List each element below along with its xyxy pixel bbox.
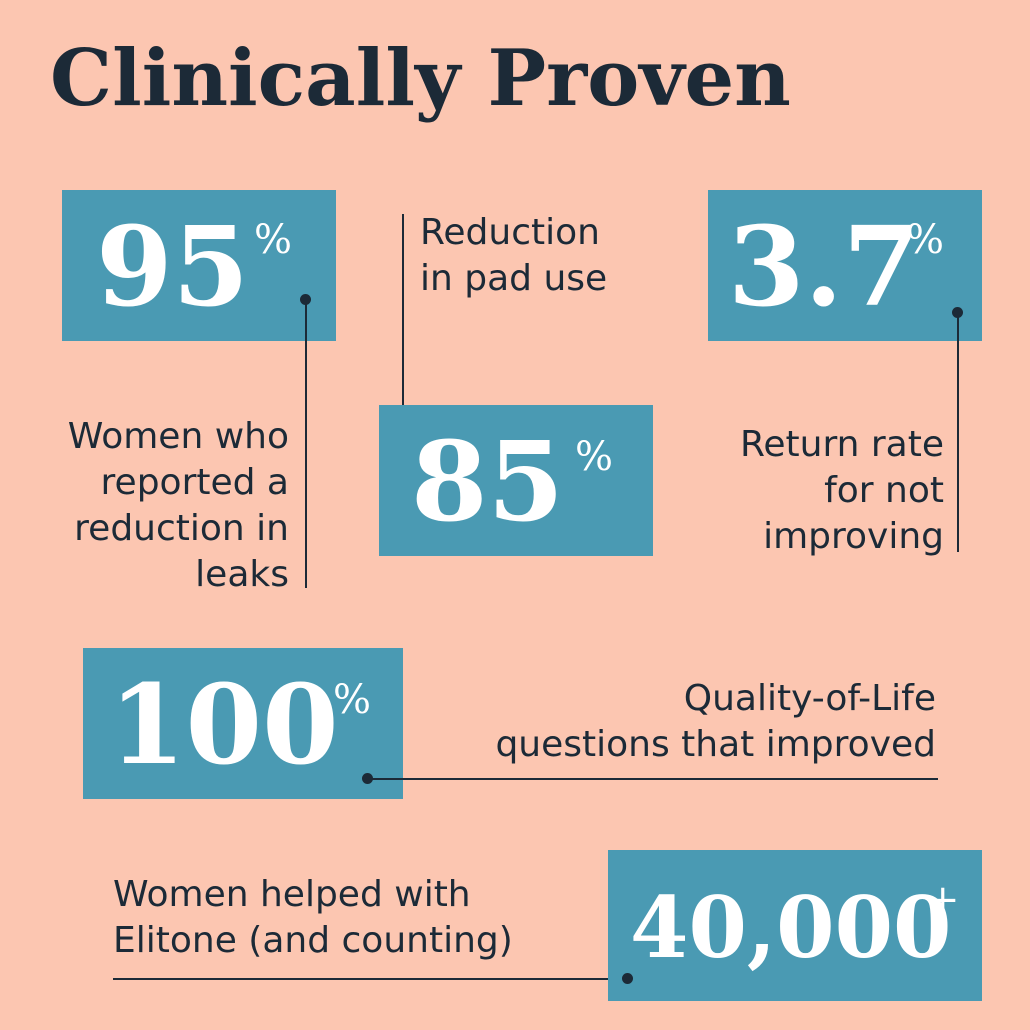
stat-value: 3.7: [728, 202, 920, 331]
connector-line: [957, 312, 959, 552]
connector-dot: [300, 294, 311, 305]
stat-suffix: %: [575, 434, 614, 480]
stat-suffix: %: [333, 677, 372, 723]
stat-label: Quality-of-Life questions that improved: [495, 678, 936, 765]
stat-value: 95: [96, 202, 250, 331]
connector-line: [402, 214, 404, 432]
connector-dot: [622, 973, 633, 984]
connector-line: [305, 300, 307, 588]
stat-box-40000: 40,000 +: [608, 850, 982, 1001]
stat-box-85: 85 %: [379, 405, 653, 556]
stat-label: Reduction in pad use: [420, 212, 608, 299]
stat-box-3-7: 3.7 %: [708, 190, 982, 341]
stat-value: 40,000: [630, 878, 952, 977]
stat-label: Women helped with Elitone (and counting): [113, 874, 513, 961]
stat-box-95: 95 %: [62, 190, 336, 341]
stat-value: 100: [109, 660, 339, 789]
stat-box-100: 100 %: [83, 648, 403, 799]
page-title: Clinically Proven: [50, 33, 791, 124]
connector-line: [113, 978, 628, 980]
stat-suffix: %: [254, 217, 293, 263]
stat-value: 85: [411, 417, 565, 546]
stat-label: Return rate for not improving: [739, 424, 944, 557]
connector-line: [368, 778, 938, 780]
stat-suffix: +: [926, 877, 960, 923]
connector-dot: [952, 307, 963, 318]
stat-suffix: %: [906, 217, 945, 263]
connector-dot: [362, 773, 373, 784]
stat-label: Women who reported a reduction in leaks: [67, 416, 289, 595]
